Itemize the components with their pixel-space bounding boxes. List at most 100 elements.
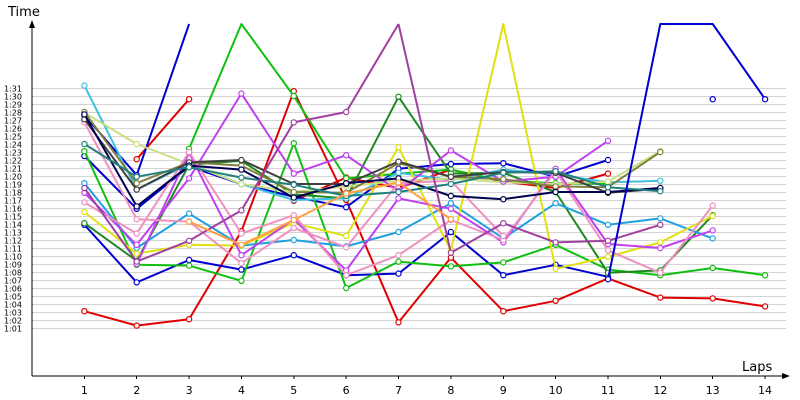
y-tick-label: 1:20 — [4, 173, 22, 182]
series-point — [395, 158, 402, 165]
series-point — [761, 272, 769, 279]
series-line — [607, 23, 766, 280]
x-tick-label: 3 — [186, 384, 193, 397]
x-tick-label: 11 — [601, 384, 615, 397]
series-point — [500, 259, 507, 266]
y-tick-label: 1:28 — [4, 109, 22, 118]
y-axis-arrow — [29, 20, 35, 28]
series-point — [133, 258, 140, 265]
y-tick-label: 1:30 — [4, 93, 22, 102]
y-tick-label: 1:17 — [4, 197, 22, 206]
series-point — [343, 108, 350, 116]
series-point — [552, 167, 559, 175]
series-point — [81, 82, 88, 89]
series-point — [290, 251, 297, 259]
series-point — [133, 203, 140, 210]
series-line — [84, 90, 766, 327]
y-tick-label: 1:21 — [4, 165, 22, 174]
series-point — [395, 270, 402, 277]
y-tick-label: 1:31 — [4, 85, 22, 94]
series-point — [238, 207, 245, 214]
series-point — [604, 253, 612, 260]
series-point — [395, 169, 402, 176]
series-point — [133, 140, 140, 148]
series-point — [604, 276, 612, 283]
series-point — [343, 190, 350, 197]
series-point — [133, 155, 140, 163]
series-point — [343, 272, 350, 279]
series-point — [657, 187, 664, 195]
series-point — [657, 177, 664, 184]
y-tick-labels: 1:011:021:031:041:051:061:071:081:091:10… — [4, 85, 22, 334]
series-20 — [81, 140, 664, 200]
series-point — [604, 156, 612, 164]
y-tick-label: 1:11 — [4, 245, 22, 254]
series-point — [238, 241, 245, 248]
series-point — [500, 232, 507, 240]
x-axis-arrow — [782, 373, 790, 379]
series-point — [290, 139, 297, 147]
x-tick-label: 7 — [395, 384, 402, 397]
y-tick-label: 1:29 — [4, 101, 22, 110]
y-tick-label: 1:12 — [4, 237, 22, 246]
y-tick-label: 1:14 — [4, 221, 22, 230]
series-point — [133, 322, 140, 329]
series-point — [709, 235, 716, 242]
series-point — [447, 192, 455, 200]
series-point — [761, 95, 769, 103]
series-point — [133, 230, 140, 237]
series-point — [657, 244, 664, 252]
x-tick-labels: 1 2 3 4 5 6 7 8 9 10 11 12 13 14 — [81, 376, 772, 397]
series-point — [552, 199, 559, 207]
series-point — [500, 159, 507, 167]
series-point — [238, 260, 245, 267]
x-axis-title: Laps — [742, 360, 772, 375]
y-tick-label: 1:19 — [4, 181, 22, 190]
y-tick-label: 1:10 — [4, 253, 22, 262]
series-point — [657, 221, 664, 228]
series-point — [81, 111, 88, 118]
series-point — [185, 262, 193, 269]
series-point — [185, 316, 193, 323]
series-point — [290, 224, 297, 232]
series-point — [343, 203, 350, 211]
x-tick-label: 12 — [653, 384, 667, 397]
y-tick-label: 1:05 — [4, 293, 22, 302]
series-point — [185, 148, 193, 156]
y-tick-label: 1:16 — [4, 205, 22, 214]
series-point — [238, 90, 245, 97]
series-13 — [81, 90, 612, 248]
series-point — [395, 195, 402, 202]
x-tick-label: 14 — [758, 384, 772, 397]
series-5 — [81, 23, 191, 179]
series-point — [500, 195, 507, 203]
series-point — [343, 232, 350, 240]
series-point — [500, 272, 507, 279]
series-point — [238, 277, 245, 284]
series-point — [238, 166, 245, 173]
series-point — [81, 208, 88, 216]
y-tick-label: 1:04 — [4, 301, 22, 310]
series-point — [500, 308, 507, 315]
y-tick-label: 1:07 — [4, 277, 22, 286]
series-point — [657, 294, 664, 301]
series-line — [83, 113, 661, 208]
series-point — [447, 228, 455, 236]
series-point — [133, 279, 140, 286]
series-point — [604, 237, 612, 244]
series-point — [238, 174, 245, 181]
series-point — [447, 160, 455, 168]
series-point — [133, 186, 140, 193]
series-point — [81, 219, 88, 227]
series-point — [604, 170, 612, 177]
y-tick-label: 1:06 — [4, 285, 22, 294]
series-point — [185, 256, 193, 264]
series-point — [238, 230, 245, 237]
series-point — [447, 249, 455, 256]
series-point — [185, 210, 193, 217]
y-tick-label: 1:27 — [4, 117, 22, 126]
series-point — [238, 180, 245, 188]
series-point — [657, 148, 664, 156]
x-tick-label: 5 — [290, 384, 297, 397]
